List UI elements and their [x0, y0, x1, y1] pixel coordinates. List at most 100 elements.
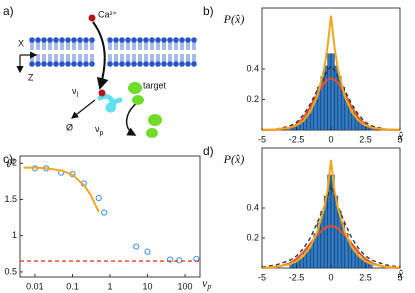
- lipid-head: [137, 37, 143, 43]
- lipid-head: [59, 61, 65, 67]
- axis-label: ℓ²: [6, 156, 15, 170]
- bound-ion: [98, 89, 106, 97]
- lipid-head: [53, 61, 59, 67]
- y-tick-label: 1: [12, 230, 17, 240]
- lipid-head: [185, 61, 191, 67]
- lipid-head: [71, 61, 77, 67]
- molecule: [97, 93, 123, 113]
- x-tick-label: 1: [107, 281, 112, 291]
- lipid-head: [173, 37, 179, 43]
- panel-label: c): [3, 152, 13, 166]
- lipid-head: [143, 37, 149, 43]
- lipid-head: [161, 61, 167, 67]
- data-point: [101, 209, 108, 216]
- target-label: target: [143, 80, 167, 90]
- axis-label: x̂: [397, 129, 404, 143]
- chart-panel: c) 0.01 0.1 1 10 100 0.5 1 1.5 2ℓ² νp: [3, 152, 211, 291]
- data-point: [167, 256, 174, 263]
- x-tick-label: 2.5: [359, 134, 372, 144]
- x-tick-label: 100: [178, 281, 193, 291]
- lipid-head: [35, 37, 41, 43]
- lipid-head: [131, 61, 137, 67]
- lipid-head: [65, 37, 71, 43]
- panel-label: b): [203, 4, 214, 18]
- curve: [23, 166, 100, 213]
- lipid-head: [191, 37, 197, 43]
- lipid-head: [167, 37, 173, 43]
- lipid-head: [65, 61, 71, 67]
- lipid-head: [119, 61, 125, 67]
- lipid-head: [53, 37, 59, 43]
- lipid-head: [29, 61, 35, 67]
- ion-label: Ca²⁺: [98, 9, 118, 19]
- lipid-head: [35, 61, 41, 67]
- lipid-head: [107, 37, 113, 43]
- lipid-head: [113, 61, 119, 67]
- data-point: [176, 257, 183, 264]
- y-tick-label: 0.5: [4, 266, 17, 276]
- axis-label-sub: p: [206, 282, 211, 291]
- lipid-head: [155, 37, 161, 43]
- lipid-head: [131, 37, 137, 43]
- y-tick-label: 0.4: [246, 63, 259, 73]
- lipid-head: [77, 61, 83, 67]
- sink: Ø: [66, 122, 73, 132]
- axis-label: P(x̂): [223, 12, 245, 26]
- lipid-head: [83, 37, 89, 43]
- y-tick-label: 0.2: [246, 232, 259, 242]
- y-tick-label: 2: [12, 158, 17, 168]
- y-tick-label: 1.5: [4, 194, 17, 204]
- axis-label: νp: [202, 276, 211, 291]
- rate-label: νp: [95, 124, 104, 136]
- product-label: Pi: [135, 122, 143, 134]
- lipid-head: [125, 37, 131, 43]
- reaction-arrow: [126, 101, 139, 136]
- histogram-bar: [368, 128, 373, 131]
- lipid-head: [47, 61, 53, 67]
- lipid-head: [161, 37, 167, 43]
- histogram-bar: [327, 53, 332, 131]
- panel-label: d): [203, 144, 214, 158]
- lipid-head: [107, 61, 113, 67]
- curve: [261, 159, 401, 269]
- lipid-head: [191, 61, 197, 67]
- lipid-head: [83, 61, 89, 67]
- x-tick-label: 0.01: [26, 281, 44, 291]
- x-tick-label: 0.1: [66, 281, 79, 291]
- panel-label: a): [3, 4, 14, 18]
- lipid-head: [41, 61, 47, 67]
- histogram-bar: [330, 53, 335, 131]
- lipid-head: [167, 61, 173, 67]
- lipid-head: [185, 37, 191, 43]
- x-tick-label: 10: [143, 281, 153, 291]
- lipid-head: [149, 61, 155, 67]
- lipid-head: [89, 61, 95, 67]
- membrane: [29, 37, 197, 67]
- data-point: [133, 243, 140, 250]
- lipid-head: [179, 37, 185, 43]
- axis-label: X: [18, 38, 24, 48]
- influx-arrow: [92, 21, 109, 90]
- x-tick-label: -2.5: [289, 134, 305, 144]
- curve: [261, 224, 401, 269]
- target: [132, 95, 144, 105]
- data-point: [144, 248, 151, 255]
- lipid-head: [155, 61, 161, 67]
- decay-arrow: [71, 99, 96, 119]
- x-tick-label: -5: [258, 134, 266, 144]
- rate-label: νl: [72, 86, 79, 98]
- lipid-head: [41, 37, 47, 43]
- axis-label: P(x̂): [223, 152, 245, 166]
- lipid-head: [47, 37, 53, 43]
- axis-label: x̂: [397, 267, 404, 281]
- x-tick-label: -5: [258, 272, 266, 282]
- ion: [88, 14, 96, 22]
- lipid-head: [179, 61, 185, 67]
- axis-label: Z: [28, 72, 34, 82]
- histogram-bar: [323, 65, 328, 131]
- x-tick-label: -2.5: [289, 272, 305, 282]
- lipid-head: [143, 61, 149, 67]
- x-tick-label: 2.5: [359, 272, 372, 282]
- axis-label-symbol: ν: [202, 276, 208, 290]
- lipid-head: [59, 37, 65, 43]
